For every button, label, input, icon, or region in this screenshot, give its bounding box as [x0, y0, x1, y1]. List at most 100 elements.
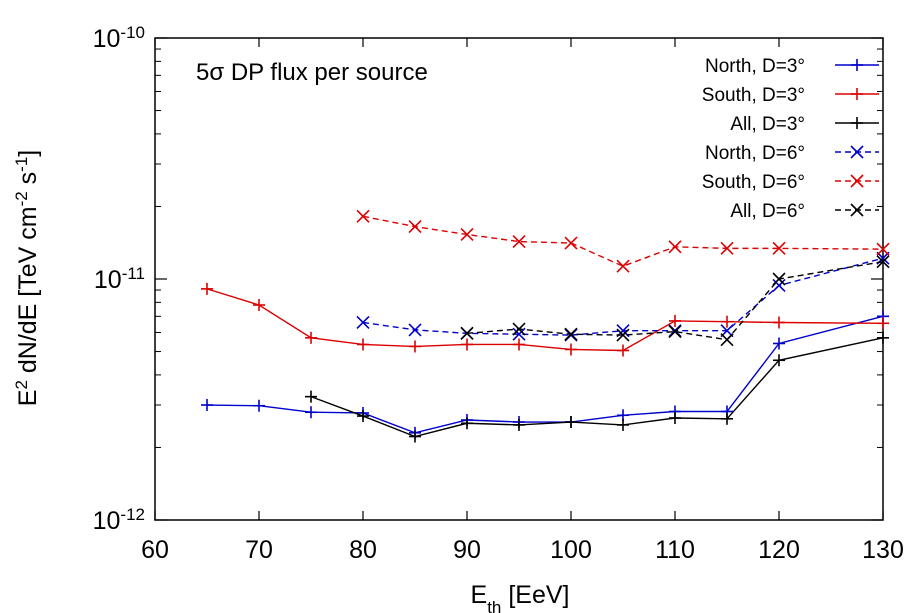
series-line — [362, 257, 884, 336]
data-point — [668, 240, 682, 254]
legend-label: North, D=3° — [705, 56, 805, 77]
data-point-d2 — [772, 272, 786, 286]
data-point — [564, 327, 578, 341]
data-point — [512, 234, 526, 249]
data-point — [201, 282, 213, 295]
data-point — [357, 410, 369, 423]
legend-marker — [851, 117, 863, 129]
data-point — [772, 241, 786, 255]
series-line — [206, 288, 884, 352]
data-point-d2 — [564, 327, 578, 341]
data-point-d2 — [720, 333, 734, 347]
x-axis-title-subscript: th — [487, 598, 501, 613]
data-point-d2 — [460, 227, 474, 242]
data-point — [409, 340, 421, 353]
legend-marker-d2 — [850, 203, 864, 217]
data-point — [617, 344, 629, 357]
series-line — [310, 337, 884, 438]
data-point — [460, 227, 474, 242]
y-axis-title-sup3: -1 — [12, 157, 31, 172]
data-point — [461, 338, 473, 351]
series-line — [206, 315, 884, 434]
y-axis-title-sup2: -2 — [12, 191, 31, 206]
data-point — [512, 327, 526, 341]
data-point — [564, 236, 578, 250]
data-point — [617, 418, 629, 431]
data-point — [876, 255, 890, 269]
data-point-d2 — [772, 278, 786, 293]
data-point — [773, 354, 785, 367]
y-axis-title-sup: 2 — [12, 380, 31, 389]
data-point — [461, 417, 473, 430]
x-tick-label: 70 — [245, 536, 273, 564]
legend-label: North, D=6° — [705, 143, 805, 164]
y-axis-title-main: E — [14, 390, 42, 407]
series-2 — [305, 331, 889, 443]
data-point-d2 — [356, 209, 370, 223]
x-tick-label: 120 — [758, 536, 800, 564]
y-tick-label: 10-11 — [94, 264, 145, 295]
data-point — [357, 338, 369, 351]
data-point-d2 — [616, 259, 630, 273]
data-point — [253, 299, 265, 312]
data-point-d2 — [512, 234, 526, 249]
data-point — [565, 416, 577, 429]
data-point — [409, 430, 421, 443]
data-point-d2 — [408, 323, 422, 337]
legend-entry: South, D=6° — [702, 172, 879, 193]
legend-label: All, D=3° — [730, 114, 805, 135]
series-4 — [356, 209, 890, 273]
x-tick-label: 90 — [453, 536, 481, 564]
data-point-d2 — [512, 322, 526, 336]
data-point-d2 — [408, 220, 422, 234]
data-point — [669, 314, 681, 327]
plot-frame-group — [154, 37, 884, 521]
data-point-d2 — [356, 315, 370, 330]
plot-frame — [154, 37, 884, 521]
legend-marker — [850, 145, 864, 159]
data-point — [356, 209, 370, 223]
data-point — [565, 343, 577, 356]
data-point — [253, 399, 265, 412]
series-line — [362, 215, 884, 267]
data-point — [408, 220, 422, 234]
data-point — [773, 316, 785, 329]
y-axis-title-rest2: s — [14, 172, 42, 191]
data-point — [876, 242, 890, 256]
data-point — [616, 259, 630, 273]
legend-entry: North, D=6° — [705, 143, 879, 164]
legend-label: All, D=6° — [730, 201, 805, 222]
legend-marker — [851, 88, 863, 100]
series-line — [466, 260, 884, 341]
y-tick-label: 10-12 — [93, 505, 145, 536]
x-tick-label: 80 — [349, 536, 377, 564]
legend-entry: All, D=3° — [730, 114, 879, 135]
data-point — [720, 241, 734, 255]
x-tick-label: 110 — [655, 536, 695, 564]
data-point — [669, 411, 681, 424]
y-axis-title-rest1: dN/dE [TeV cm — [14, 206, 42, 380]
legend-marker — [850, 203, 864, 217]
data-point — [772, 272, 786, 286]
legend-marker — [851, 59, 863, 71]
x-axis-title-main: E — [471, 581, 488, 609]
ticks-group: 60 70 80 90 100 110 120 130 10-12 10-11 10-10 — [93, 23, 904, 565]
legend-marker-d2 — [850, 145, 864, 159]
data-point — [773, 337, 785, 350]
data-point — [512, 322, 526, 336]
x-tick-label: 100 — [550, 536, 592, 564]
data-point — [772, 278, 786, 293]
data-point — [721, 412, 733, 425]
x-tick-label: 130 — [862, 536, 904, 564]
data-point-d2 — [668, 325, 682, 339]
data-point — [513, 338, 525, 351]
data-point-d2 — [876, 242, 890, 256]
data-point — [721, 315, 733, 328]
y-axis-title-rest3: ] — [14, 150, 42, 157]
series-0 — [201, 310, 889, 439]
data-point — [616, 328, 630, 342]
data-point-d2 — [564, 236, 578, 250]
legend-entry: All, D=6° — [730, 201, 879, 222]
data-point — [408, 323, 422, 337]
